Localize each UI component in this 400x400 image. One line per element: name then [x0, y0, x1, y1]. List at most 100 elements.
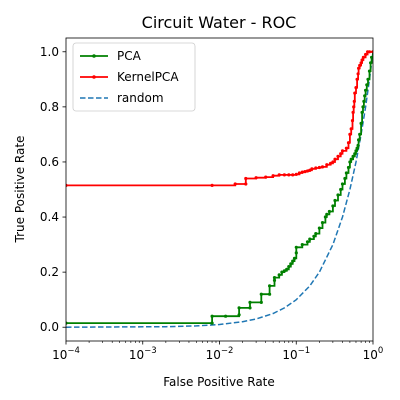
kernelpca-point [294, 172, 298, 176]
kernelpca-point [340, 149, 345, 153]
pca-point [349, 157, 353, 161]
kernelpca-point [244, 176, 248, 181]
pca-point [348, 160, 352, 164]
pca-point [340, 182, 345, 186]
pca-point [277, 273, 281, 277]
plot-area: 10−4 10−3 10−2 10−1 100 0.0 0.2 0.4 0.6 0.8 1.0 PCA… [40, 37, 384, 362]
pca-point [294, 245, 298, 249]
pca-point [285, 267, 289, 271]
pca-point [210, 314, 214, 318]
pca-point [282, 269, 286, 273]
kernelpca-point [360, 58, 364, 62]
pca-point [369, 61, 373, 65]
kernelpca-point [367, 50, 372, 54]
pca-point [367, 69, 372, 73]
kernelpca-point [353, 91, 357, 95]
kernelpca-point [291, 173, 295, 177]
pca-point [355, 146, 359, 150]
x-tick-label: 100 [363, 346, 384, 362]
x-axis-label: False Positive Rate [163, 375, 275, 389]
kernelpca-point [314, 166, 318, 170]
kernelpca-point [320, 165, 325, 169]
pca-point [325, 212, 329, 216]
pca-point [331, 204, 335, 208]
pca-point [210, 321, 214, 325]
kernelpca-point [300, 170, 304, 174]
pca-point [272, 278, 277, 282]
kernelpca-point [336, 154, 340, 158]
kernelpca-point [303, 170, 307, 174]
kernelpca-point [364, 52, 368, 57]
pca-legend-label: PCA [117, 49, 142, 63]
random-legend-label: random [117, 91, 164, 105]
pca-point [292, 256, 297, 260]
pca-point [327, 209, 331, 214]
pca-point [287, 265, 291, 269]
pca-point [365, 83, 369, 87]
kernelpca-point [317, 165, 321, 170]
kernelpca-point [264, 175, 268, 179]
pca-point [360, 110, 364, 114]
pca-point [320, 221, 325, 225]
kernelpca-point [325, 163, 329, 167]
pca-point [344, 171, 348, 175]
kernelpca-point [359, 61, 363, 65]
pca-point [339, 187, 343, 192]
y-axis-label: True Positive Rate [13, 136, 27, 244]
pca-point [363, 94, 367, 98]
pca-point [354, 149, 358, 153]
y-tick-label: 0.2 [40, 265, 59, 279]
pca-point [362, 99, 366, 103]
legend-box [72, 42, 196, 112]
pca-point [356, 143, 360, 147]
pca-legend-marker [92, 54, 96, 58]
kernelpca-point [354, 86, 358, 90]
pca-point [361, 105, 365, 109]
pca-point [323, 215, 327, 219]
x-tick-label: 10−1 [282, 346, 310, 362]
pca-point [358, 132, 362, 136]
kernelpca-point [346, 141, 351, 145]
pca-point [268, 292, 272, 296]
kernelpca-point [349, 127, 353, 131]
kernelpca-point [333, 157, 337, 161]
kernelpca-point [254, 176, 258, 180]
pca-point [268, 284, 272, 288]
pca-point [333, 198, 337, 203]
kernelpca-point [331, 160, 335, 164]
kernelpca-point [361, 55, 365, 59]
kernelpca-point [352, 105, 356, 109]
kernelpca-point [350, 119, 355, 123]
series-group [66, 50, 373, 328]
pca-point [366, 77, 370, 81]
chart-title: Circuit Water - ROC [142, 13, 297, 32]
pca-point [370, 55, 373, 59]
kernelpca-point [355, 77, 359, 81]
kernelpca-legend-label: KernelPCA [117, 70, 179, 84]
kernelpca-point [297, 171, 301, 175]
pca-point [359, 121, 363, 125]
pca-point [237, 306, 241, 310]
pca-point [291, 259, 295, 263]
x-tick-label: 10−2 [206, 346, 234, 362]
pca-point [272, 276, 277, 280]
kernelpca-point [277, 173, 281, 177]
kernelpca-point [348, 132, 352, 136]
kernelpca-point [351, 110, 355, 114]
pca-point [259, 300, 263, 304]
kernelpca-point [352, 99, 356, 103]
pca-point [289, 262, 293, 266]
pca-point [346, 165, 351, 170]
pca-point [357, 138, 361, 142]
kernelpca-point [358, 63, 362, 68]
pca-point [336, 193, 340, 197]
kernelpca-point [233, 182, 237, 186]
y-tick-label: 0.4 [40, 210, 59, 224]
pca-point [351, 154, 355, 158]
pca-point [248, 306, 252, 310]
kernelpca-point [210, 183, 214, 187]
legend: PCA KernelPCA random [72, 42, 196, 112]
